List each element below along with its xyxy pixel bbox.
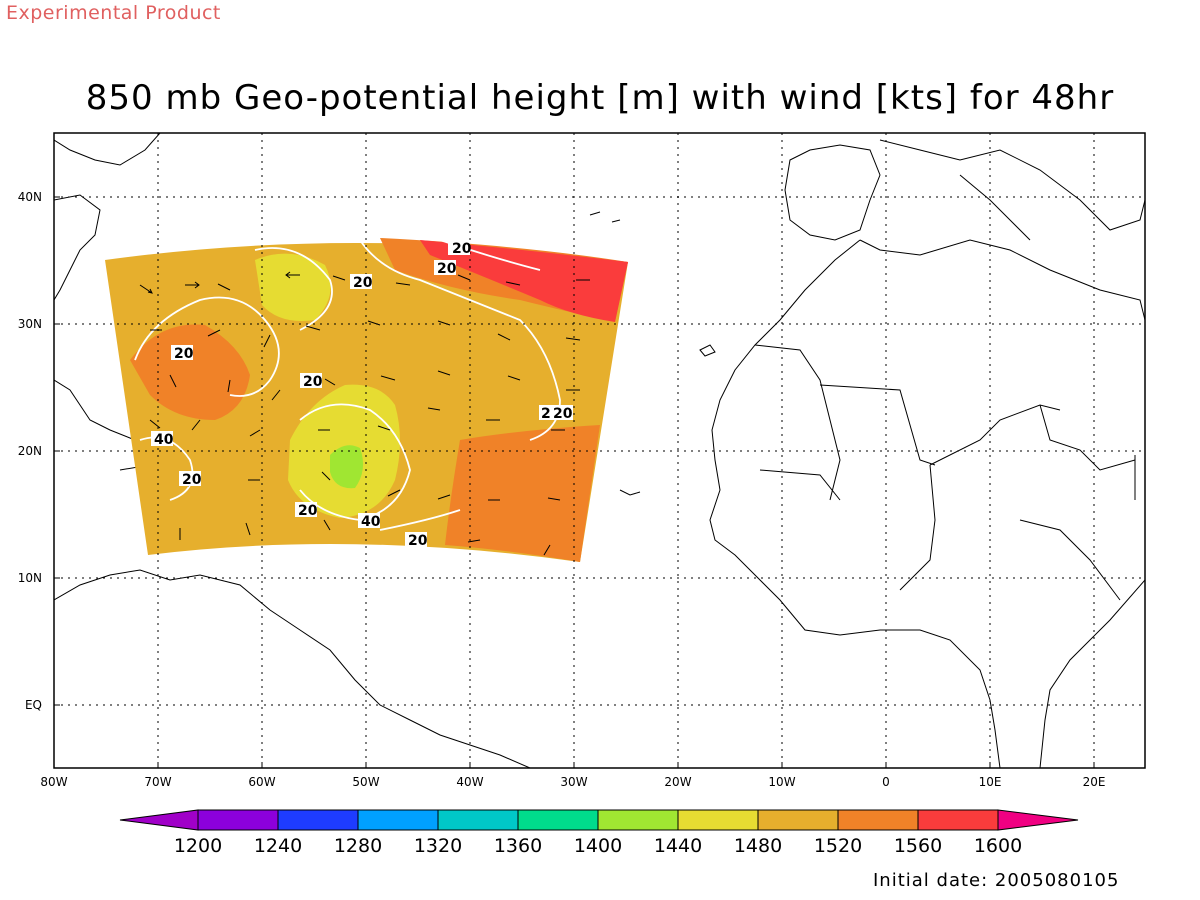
lon-label: 70W <box>144 775 172 789</box>
contour-label: 40 <box>358 513 381 530</box>
colorbar-swatch <box>597 809 679 831</box>
lon-label: 40W <box>456 775 484 789</box>
svg-text:20: 20 <box>182 472 202 488</box>
colorbar-swatch <box>197 809 279 831</box>
svg-text:40: 40 <box>361 514 381 530</box>
colorbar-swatch <box>917 809 999 831</box>
lon-label: 10W <box>768 775 796 789</box>
svg-text:20: 20 <box>298 503 318 519</box>
lon-label: 10E <box>978 775 1002 789</box>
colorbar <box>119 809 1079 831</box>
tick-marks <box>54 196 1095 768</box>
experimental-product-tag: Experimental Product <box>6 2 221 24</box>
svg-text:20: 20 <box>408 533 428 549</box>
lat-label: 40N <box>17 190 42 204</box>
svg-text:20: 20 <box>303 374 323 390</box>
svg-text:2: 2 <box>541 406 551 422</box>
lon-label: 80W <box>40 775 68 789</box>
colorbar-swatch <box>837 809 919 831</box>
contour-label: 20 <box>300 373 323 390</box>
chart-title: 850 mb Geo-potential height [m] with win… <box>85 78 1115 118</box>
colorbar-label: 1240 <box>253 835 303 857</box>
contour-label: 40 <box>151 431 174 448</box>
colorbar-label: 1480 <box>733 835 783 857</box>
contour-label: 20 <box>434 260 457 277</box>
lat-label: 30N <box>17 317 42 331</box>
contour-label: 20 <box>448 240 472 257</box>
colorbar-swatch <box>757 809 839 831</box>
contour-label: 20 <box>405 532 428 549</box>
lon-label: 20W <box>664 775 692 789</box>
colorbar-max-arrow <box>997 809 1079 831</box>
svg-text:20: 20 <box>437 261 457 277</box>
coastlines <box>54 133 1145 768</box>
lon-label: 50W <box>352 775 380 789</box>
colorbar-label: 1400 <box>573 835 623 857</box>
contour-label: 20 <box>171 345 194 362</box>
colorbar-label: 1600 <box>973 835 1023 857</box>
contour-label: 20 <box>350 274 373 291</box>
colorbar-label: 1520 <box>813 835 863 857</box>
contour-label: 20 <box>179 471 202 488</box>
lon-label: 60W <box>248 775 276 789</box>
colorbar-swatch <box>277 809 359 831</box>
contour-label: 2 <box>539 405 553 422</box>
height-field <box>105 238 628 562</box>
colorbar-label: 1200 <box>173 835 223 857</box>
svg-text:20: 20 <box>353 275 373 291</box>
svg-text:20: 20 <box>553 406 573 422</box>
colorbar-label: 1280 <box>333 835 383 857</box>
lat-lon-grid <box>54 133 1145 768</box>
colorbar-label: 1440 <box>653 835 703 857</box>
contour-label: 20 <box>551 405 573 422</box>
contour-labels: 20 20 20 20 20 20 40 20 2 20 20 40 20 <box>151 240 573 549</box>
colorbar-min-arrow <box>119 809 199 831</box>
svg-text:20: 20 <box>452 241 472 257</box>
svg-text:40: 40 <box>154 432 174 448</box>
lat-label: EQ <box>24 698 42 712</box>
contour-label: 20 <box>295 502 318 519</box>
colorbar-label: 1560 <box>893 835 943 857</box>
colorbar-swatch <box>517 809 599 831</box>
lon-label: 0 <box>882 775 890 789</box>
lat-label: 10N <box>17 571 42 585</box>
lon-label: 30W <box>560 775 588 789</box>
lat-label: 20N <box>17 444 42 458</box>
colorbar-label: 1320 <box>413 835 463 857</box>
colorbar-swatch <box>437 809 519 831</box>
colorbar-swatch <box>677 809 759 831</box>
initial-date: Initial date: 2005080105 <box>873 870 1120 891</box>
lon-label: 20E <box>1082 775 1106 789</box>
svg-text:20: 20 <box>174 346 194 362</box>
colorbar-swatch <box>357 809 439 831</box>
colorbar-label: 1360 <box>493 835 543 857</box>
